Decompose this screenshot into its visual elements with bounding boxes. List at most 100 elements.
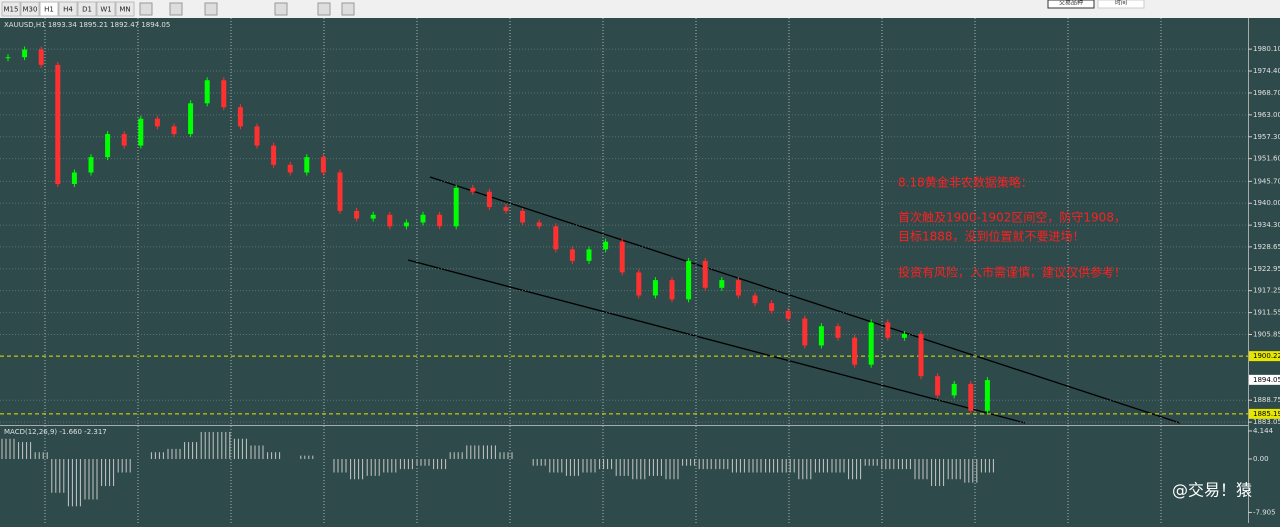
candle xyxy=(636,272,642,296)
candle xyxy=(320,157,326,173)
timeframe-label: H1 xyxy=(44,6,54,14)
candle xyxy=(254,126,260,146)
candle xyxy=(603,241,609,250)
timeframe-button[interactable] xyxy=(1,1,21,17)
candle xyxy=(420,214,426,223)
candle xyxy=(520,210,526,223)
toolbar-button-label: 交易品种 xyxy=(1059,0,1083,7)
candle xyxy=(503,207,509,211)
toolbar-button[interactable] xyxy=(1097,0,1145,9)
candle xyxy=(22,49,28,58)
last-price-label: 1894.05 xyxy=(1253,376,1280,384)
y-tick-label: 1963.00 xyxy=(1253,111,1280,119)
candle xyxy=(885,322,891,338)
candle xyxy=(387,214,393,227)
toolbar-button[interactable] xyxy=(1047,0,1095,9)
y-tick-label: 1883.05 xyxy=(1253,418,1280,426)
candle xyxy=(652,280,658,296)
candle xyxy=(38,49,44,65)
timeframe-button[interactable] xyxy=(96,1,116,17)
y-tick-label: 1945.70 xyxy=(1253,177,1280,185)
candle xyxy=(71,172,77,185)
text-tool[interactable] xyxy=(204,2,218,16)
candle xyxy=(105,134,111,158)
y-tick-label: 1922.95 xyxy=(1253,265,1280,273)
candle xyxy=(470,187,476,192)
candle xyxy=(154,118,160,127)
candle xyxy=(237,107,243,127)
candle xyxy=(785,310,791,319)
candle xyxy=(188,103,194,135)
timeframe-button[interactable] xyxy=(20,1,40,17)
candle xyxy=(586,249,592,261)
y-tick-label: 1911.55 xyxy=(1253,309,1280,317)
watermark: @交易！猿 xyxy=(1172,481,1252,500)
candle xyxy=(702,260,708,288)
channel-upper xyxy=(429,176,1181,424)
candle xyxy=(868,322,874,365)
y-tick-label: 1968.70 xyxy=(1253,89,1280,97)
candle xyxy=(818,326,824,346)
y-tick-label: 1888.75 xyxy=(1253,396,1280,404)
candle xyxy=(171,126,177,135)
candle xyxy=(271,145,277,165)
y-tick-label: 1957.30 xyxy=(1253,133,1280,141)
candle xyxy=(968,383,974,411)
candle xyxy=(453,187,459,227)
toolbar-button-label: 时间 xyxy=(1115,0,1127,7)
candle xyxy=(735,280,741,296)
cursor-tool[interactable] xyxy=(139,2,153,16)
timeframe-button[interactable] xyxy=(58,1,78,17)
level-label: 1900.22 xyxy=(1253,352,1280,360)
candle xyxy=(536,222,542,227)
timeframe-button[interactable] xyxy=(77,1,97,17)
timeframe-label: D1 xyxy=(82,6,92,14)
candle xyxy=(287,164,293,173)
y-tick-label: 1934.30 xyxy=(1253,221,1280,229)
timeframe-button[interactable] xyxy=(115,1,135,17)
annotation: 8.18黄金非农数据策略： xyxy=(898,175,1033,190)
annotation: 投资有风险，入市需谨慎，建议仅供参考！ xyxy=(898,265,1126,280)
candle xyxy=(686,260,692,300)
period-tool[interactable] xyxy=(274,2,288,16)
annotation: 首次触及1900-1902区间空，防守1908， xyxy=(898,210,1126,225)
candle xyxy=(769,303,775,311)
zoom-tool[interactable] xyxy=(317,2,331,16)
candle xyxy=(984,380,990,411)
candle xyxy=(951,383,957,396)
candle xyxy=(835,326,841,338)
candle xyxy=(752,295,758,304)
y-tick-label: 1917.25 xyxy=(1253,287,1280,295)
y-tick-label: 0.00 xyxy=(1253,455,1269,463)
channel-lower xyxy=(407,259,1026,424)
candle xyxy=(486,191,492,208)
candle xyxy=(354,210,360,219)
candle xyxy=(918,333,924,377)
candle xyxy=(55,64,61,185)
timeframe-label: W1 xyxy=(100,6,111,14)
candle xyxy=(304,157,310,173)
candle xyxy=(619,241,625,273)
candle xyxy=(935,376,941,396)
level-label: 1885.19 xyxy=(1253,410,1280,418)
y-tick-label: 1928.65 xyxy=(1253,243,1280,251)
candle xyxy=(337,172,343,211)
chart-title: XAUUSD,H1 1893.34 1895.21 1892.47 1894.0… xyxy=(4,21,170,29)
timeframe-button[interactable] xyxy=(39,1,59,17)
y-tick-label: 1905.85 xyxy=(1253,330,1280,338)
y-tick-label: 1974.40 xyxy=(1253,67,1280,75)
candle xyxy=(669,280,675,300)
level-box xyxy=(1249,408,1280,419)
y-tick-label: 4.144 xyxy=(1253,427,1274,435)
candle xyxy=(121,134,127,146)
line-tool[interactable] xyxy=(169,2,183,16)
candle xyxy=(403,222,409,227)
candle xyxy=(553,226,559,250)
timeframe-label: H4 xyxy=(63,6,73,14)
candle xyxy=(138,118,144,146)
candle xyxy=(221,80,227,108)
crosshair-tool[interactable] xyxy=(341,2,355,16)
candle xyxy=(370,214,376,219)
